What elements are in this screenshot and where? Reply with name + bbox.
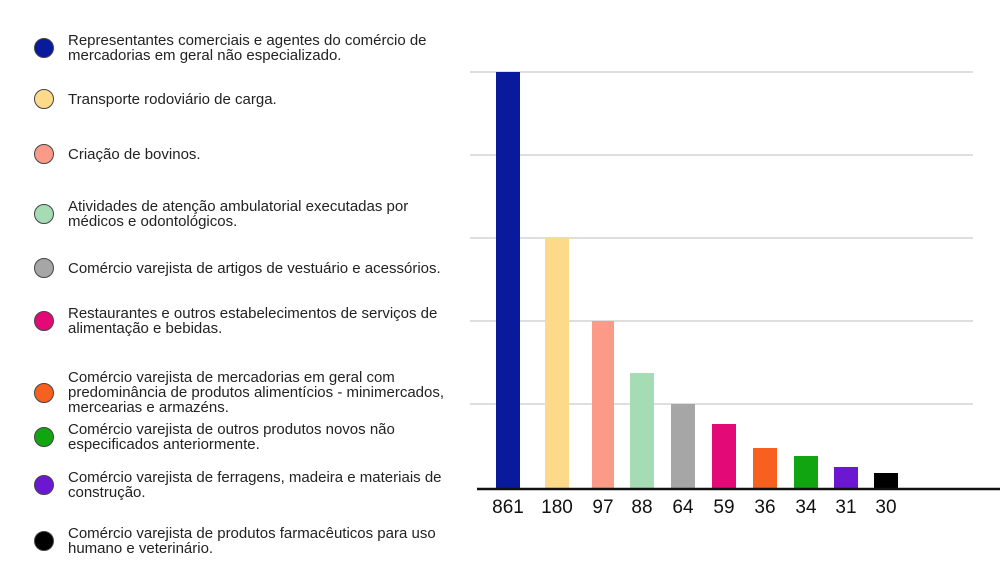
legend-item: Comércio varejista de mercadorias em ger… <box>34 370 468 415</box>
legend-label: Comércio varejista de produtos farmacêut… <box>68 525 436 557</box>
bar <box>753 448 777 488</box>
legend-color-dot-icon <box>34 382 54 403</box>
bar-value-label: 97 <box>592 497 613 518</box>
legend-color-dot-icon <box>34 38 54 58</box>
legend-label: Transporte rodoviário de carga. <box>68 90 277 108</box>
legend-label: Criação de bovinos. <box>68 145 201 163</box>
bar-value-label: 88 <box>631 497 652 518</box>
legend-item: Restaurantes e outros estabelecimentos d… <box>34 306 468 336</box>
legend-label: Restaurantes e outros estabelecimentos d… <box>68 305 438 337</box>
legend-label: Comércio varejista de mercadorias em ger… <box>68 369 445 416</box>
legend-item: Criação de bovinos. <box>34 144 468 164</box>
bar-value-label: 180 <box>541 497 573 518</box>
bar-value-label: 861 <box>492 497 524 518</box>
legend-item: Transporte rodoviário de carga. <box>34 89 468 109</box>
legend-item: Comércio varejista de outros produtos no… <box>34 422 468 452</box>
legend-color-dot-icon <box>34 89 54 109</box>
legend-color-dot-icon <box>34 427 54 447</box>
bar <box>496 72 520 488</box>
bar-value-label: 36 <box>754 497 775 518</box>
bar <box>592 321 614 488</box>
legend-color-dot-icon <box>34 144 54 164</box>
bar-value-label: 31 <box>835 497 856 518</box>
legend-item: Atividades de atenção ambulatorial execu… <box>34 199 468 229</box>
legend-color-dot-icon <box>34 475 54 495</box>
legend-label: Comércio varejista de ferragens, madeira… <box>68 469 442 501</box>
bar <box>794 456 818 488</box>
bar <box>630 373 654 488</box>
bar-value-label: 30 <box>875 497 896 518</box>
legend-color-dot-icon <box>34 531 54 551</box>
legend-item: Comércio varejista de artigos de vestuár… <box>34 258 468 278</box>
bar <box>545 238 569 488</box>
legend-label: Comércio varejista de outros produtos no… <box>68 421 395 453</box>
bar-value-label: 59 <box>713 497 734 518</box>
legend-item: Representantes comerciais e agentes do c… <box>34 33 468 63</box>
legend-label: Comércio varejista de artigos de vestuár… <box>68 259 441 277</box>
legend-color-dot-icon <box>34 258 54 278</box>
bar-value-label: 64 <box>672 497 694 518</box>
bar <box>874 473 898 488</box>
legend-color-dot-icon <box>34 204 54 224</box>
bar <box>712 424 736 488</box>
legend-item: Comércio varejista de ferragens, madeira… <box>34 470 468 500</box>
legend-color-dot-icon <box>34 311 54 331</box>
bar-value-label: 34 <box>795 497 817 518</box>
legend-label: Representantes comerciais e agentes do c… <box>68 32 427 64</box>
legend-item: Comércio varejista de produtos farmacêut… <box>34 526 468 556</box>
legend-label: Atividades de atenção ambulatorial execu… <box>68 198 409 230</box>
bar <box>671 404 695 488</box>
bar <box>834 467 858 488</box>
